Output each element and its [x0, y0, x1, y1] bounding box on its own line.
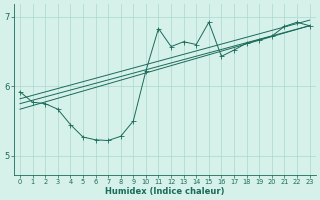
X-axis label: Humidex (Indice chaleur): Humidex (Indice chaleur)	[105, 187, 225, 196]
